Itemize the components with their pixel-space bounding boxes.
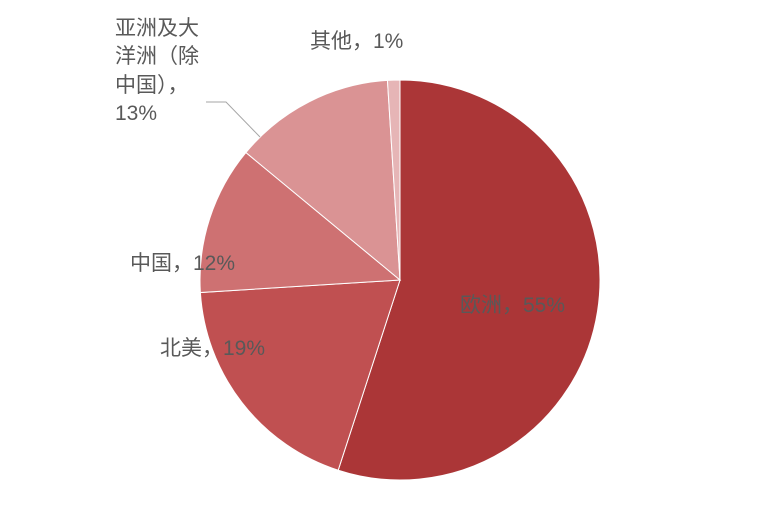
slice-label-china: 中国，12% [130,250,235,278]
pie-chart: 欧洲，55% 北美，19% 中国，12% 亚洲及大 洋洲（除 中国）， 13% 其他，1… [0,0,767,519]
slice-label-apac: 亚洲及大 洋洲（除 中国）， 13% [115,15,199,128]
slice-label-other: 其他，1% [310,28,403,56]
slice-label-namerica: 北美，19% [160,335,265,363]
leader-line-apac [206,102,260,137]
slice-label-europe: 欧洲，55% [460,292,565,320]
